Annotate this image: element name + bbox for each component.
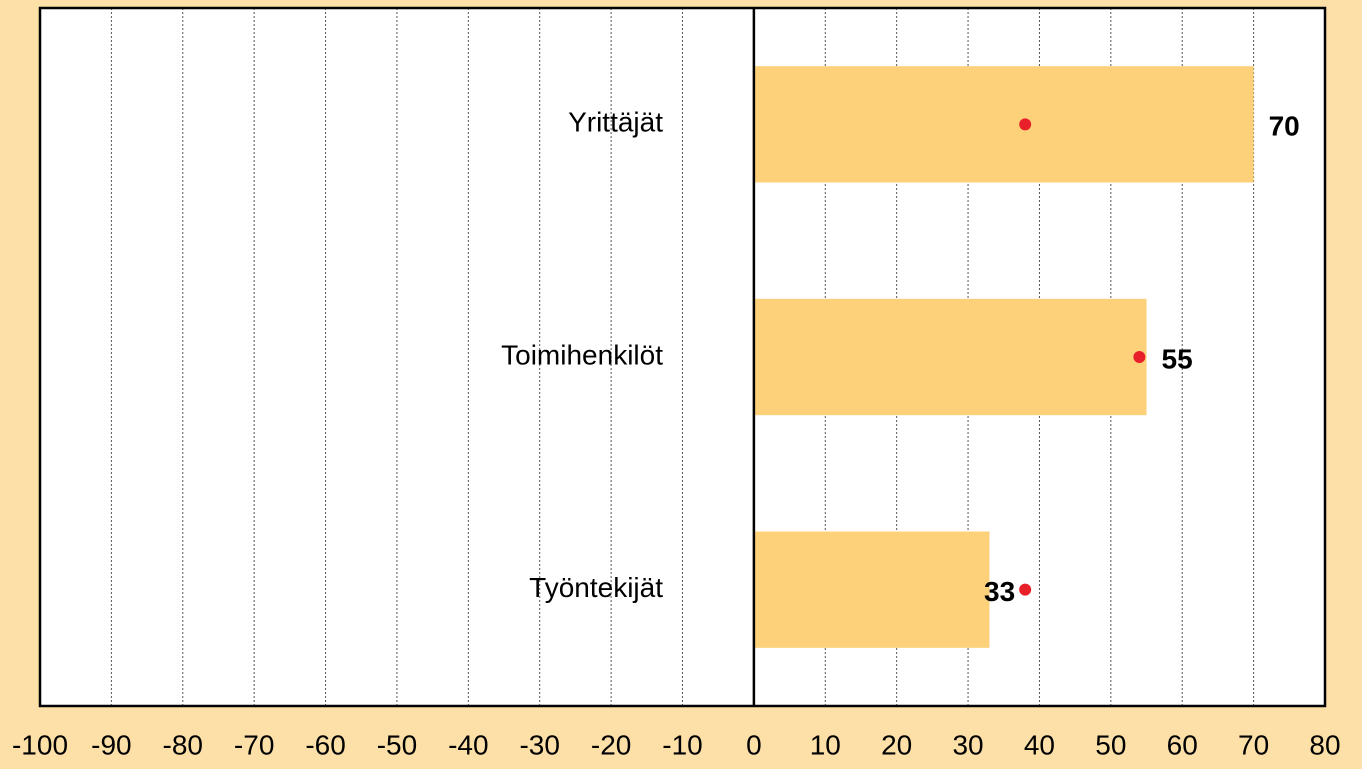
x-tick-label: 60 [1167,729,1198,760]
x-tick-label: 40 [1024,729,1055,760]
bar [753,66,1254,183]
bar [753,531,990,648]
x-tick-label: -90 [91,729,131,760]
x-tick-label: 30 [952,729,983,760]
x-tick-label: -70 [234,729,274,760]
dot [1133,351,1146,363]
x-tick-label: 70 [1238,729,1269,760]
x-tick-label: 10 [810,729,841,760]
x-tick-label: 80 [1309,729,1340,760]
x-tick-label: -20 [591,729,631,760]
x-tick-label: -60 [305,729,345,760]
x-tick-label: -100 [12,729,68,760]
value-label: 55 [1162,343,1193,374]
category-label: Toimihenkilöt [501,339,663,370]
category-label: Työntekijät [529,572,663,603]
x-tick-label: -30 [519,729,559,760]
dot [1019,118,1032,131]
category-label: Yrittäjät [568,107,663,138]
x-tick-label: -10 [662,729,702,760]
plot-border [38,6,1327,708]
dot [1019,583,1032,596]
bar [753,298,1147,416]
x-tick-label: 20 [881,729,912,760]
x-tick-label: 0 [746,729,762,760]
value-label: 70 [1269,111,1300,142]
x-tick-label: -50 [377,729,417,760]
x-tick-label: -40 [448,729,488,760]
x-tick-label: -80 [163,729,203,760]
value-label: 33 [984,576,1015,607]
x-tick-label: 50 [1095,729,1126,760]
